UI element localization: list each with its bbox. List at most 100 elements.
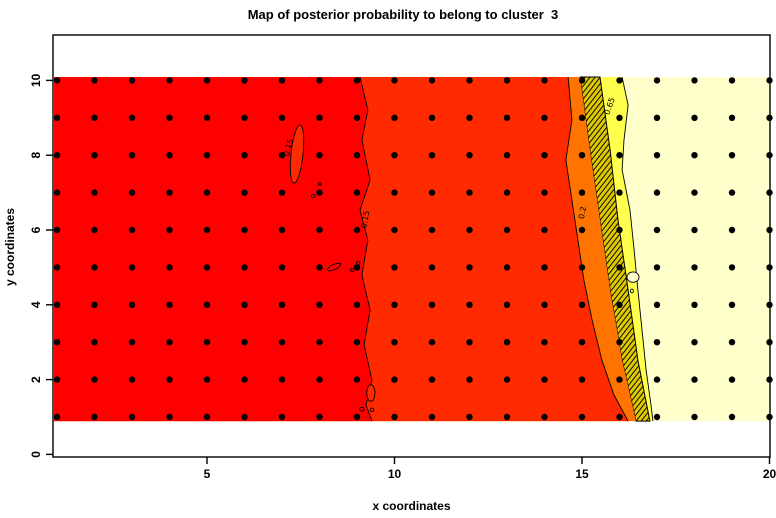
sample-point-dot <box>391 413 398 421</box>
closed-contour <box>366 384 376 402</box>
sample-point-dot <box>391 77 398 84</box>
sample-point-dot <box>128 114 136 122</box>
sample-point-dot <box>53 114 61 122</box>
sample-point-dot <box>53 152 61 159</box>
sample-point-dot <box>316 114 323 122</box>
sample-point-dot <box>503 339 511 346</box>
sample-point-dot <box>466 339 473 346</box>
sample-point-dot <box>128 226 136 234</box>
sample-point-dot <box>616 413 623 421</box>
sample-point-dot <box>91 114 98 122</box>
sample-point-dot <box>166 77 173 84</box>
sample-point-dot <box>203 226 211 234</box>
sample-point-dot <box>128 189 136 196</box>
sample-point-dot <box>91 339 98 346</box>
sample-point-dots <box>53 77 773 421</box>
sample-point-dot <box>278 226 286 234</box>
sample-point-dot <box>278 376 286 383</box>
sample-point-dot <box>241 376 248 383</box>
sample-point-dot <box>578 413 586 421</box>
sample-point-dot <box>728 413 736 421</box>
sample-point-dot <box>53 301 61 308</box>
sample-point-dot <box>241 114 248 122</box>
sample-point-dot <box>691 77 698 84</box>
sample-point-dot <box>653 301 661 308</box>
contour-level-label: 0.15 <box>282 138 295 158</box>
sample-point-dot <box>616 226 623 234</box>
closed-contour <box>327 262 342 272</box>
y-axis-tick-label: 4 <box>29 301 43 308</box>
sample-point-dot <box>278 339 286 346</box>
sample-point-dot <box>691 226 698 234</box>
sample-point-dot <box>203 114 211 122</box>
sample-point-dot <box>278 77 286 84</box>
sample-point-dot <box>616 152 623 159</box>
sample-point-dot <box>166 264 173 271</box>
sample-point-dot <box>541 376 548 383</box>
sample-point-dot <box>653 189 661 196</box>
sample-point-dot <box>316 152 323 159</box>
sample-point-dot <box>616 264 623 271</box>
sample-point-dot <box>241 264 248 271</box>
sample-point-dot <box>353 301 361 308</box>
sample-point-dot <box>53 339 61 346</box>
sample-point-dot <box>428 189 436 196</box>
sample-point-dot <box>353 264 361 271</box>
sample-point-dot <box>91 152 98 159</box>
x-axis-tick-label: 5 <box>204 467 211 481</box>
contour-lines <box>359 76 654 422</box>
sample-point-dot <box>466 114 473 122</box>
chart-title: Map of posterior probability to belong t… <box>247 7 559 22</box>
sample-point-dot <box>203 152 211 159</box>
sample-point-dot <box>503 301 511 308</box>
sample-point-dot <box>728 114 736 122</box>
sample-point-dot <box>203 301 211 308</box>
sample-point-dot <box>691 339 698 346</box>
sample-point-dot <box>391 264 398 271</box>
contour-level-label: 0.2 <box>577 206 588 220</box>
sample-point-dot <box>578 77 586 84</box>
sample-point-dot <box>578 152 586 159</box>
sample-point-dot <box>466 77 473 84</box>
sample-point-dot <box>53 413 61 421</box>
sample-point-dot <box>353 413 361 421</box>
sample-point-dot <box>203 413 211 421</box>
sample-point-dot <box>91 301 98 308</box>
sample-point-dot <box>616 77 623 84</box>
sample-point-dot <box>503 226 511 234</box>
sample-point-dot <box>466 226 473 234</box>
sample-point-dot <box>653 226 661 234</box>
sample-point-dot <box>203 376 211 383</box>
sample-point-dot <box>653 413 661 421</box>
sample-point-dot <box>691 264 698 271</box>
sample-point-dot <box>203 264 211 271</box>
sample-point-dot <box>241 413 248 421</box>
sample-point-dot <box>241 189 248 196</box>
sample-point-dot <box>128 77 136 84</box>
sample-point-dot <box>203 77 211 84</box>
sample-point-dot <box>466 152 473 159</box>
sample-point-dot <box>241 301 248 308</box>
sample-point-dot <box>541 226 548 234</box>
sample-point-dot <box>166 189 173 196</box>
sample-point-dot <box>316 376 323 383</box>
sample-point-dot <box>316 413 323 421</box>
plot-box <box>52 34 771 458</box>
sample-point-dot <box>91 77 98 84</box>
y-axis-tick-label: 0 <box>29 451 43 458</box>
sample-point-dot <box>728 226 736 234</box>
sample-point-dot <box>166 152 173 159</box>
sample-point-dot <box>503 114 511 122</box>
sample-point-dot <box>128 413 136 421</box>
sample-point-dot <box>128 301 136 308</box>
sample-point-dot <box>691 413 698 421</box>
sample-point-dot <box>616 189 623 196</box>
probability-regions <box>54 76 770 422</box>
sample-point-dot <box>316 301 323 308</box>
x-axis-label: x coordinates <box>372 499 451 513</box>
sample-point-dot <box>353 114 361 122</box>
sample-point-dot <box>466 301 473 308</box>
sample-point-dot <box>541 413 548 421</box>
sample-point-dot <box>691 114 698 122</box>
sample-point-dot <box>541 339 548 346</box>
